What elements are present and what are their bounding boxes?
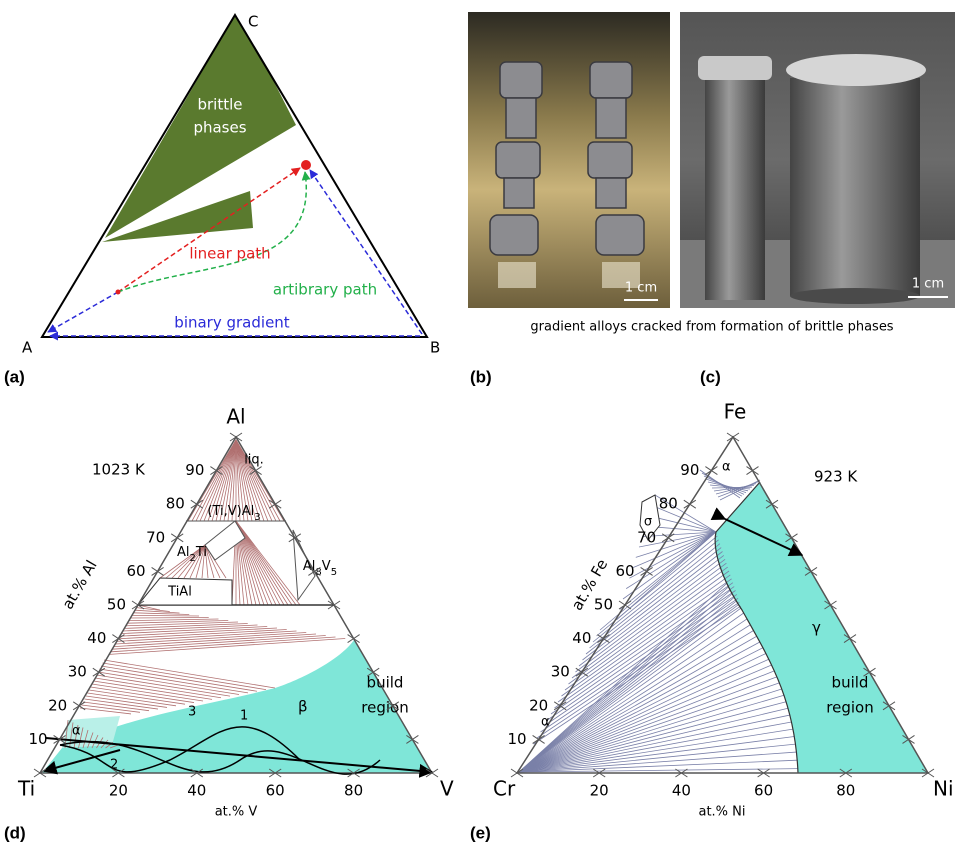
liquid-label: liq. [244, 453, 264, 468]
left-tick-label: 30 [551, 663, 570, 681]
path-label: linear path [189, 245, 270, 263]
vertex-label: V [440, 777, 454, 801]
panel-a: C brittle phases linear path artibrary p… [4, 13, 440, 387]
panel-e: Fe 923 K α α σ γ build region Cr Ni at.%… [470, 400, 954, 843]
left-tick-label: 10 [508, 730, 527, 748]
region-label: brittle [197, 96, 242, 114]
axis-label: at.% V [215, 805, 258, 820]
tick-mark [554, 702, 566, 710]
target-point [301, 160, 311, 170]
bottom-tick-label: 20 [109, 782, 128, 800]
left-tick-label: 90 [680, 461, 699, 479]
sample-base [790, 288, 920, 304]
bottom-tick-label: 60 [754, 782, 773, 800]
phase-label: TiAl [167, 585, 192, 600]
reflection [498, 262, 536, 288]
vertex-label: Cr [493, 777, 516, 801]
tick-mark [597, 635, 609, 643]
phase-label: β [298, 698, 308, 716]
sample-top [698, 56, 772, 80]
phase-label: Al2Ti [177, 545, 207, 564]
left-tick-label: 10 [29, 730, 48, 748]
temperature: 923 K [814, 468, 858, 486]
left-tick-label: 20 [48, 696, 67, 714]
binary-path [48, 292, 118, 332]
phase-label: α [541, 715, 550, 730]
left-tick-label: 50 [107, 596, 126, 614]
path-number: 1 [240, 709, 248, 724]
start-point [116, 290, 121, 295]
tick-mark [230, 433, 242, 441]
phase-label: α [722, 460, 731, 475]
temperature: 1023 K [92, 461, 146, 479]
left-tick-label: 80 [659, 495, 678, 513]
region-label: region [361, 699, 408, 717]
axis-label: at.% Ni [698, 805, 745, 820]
tick-mark [727, 433, 739, 441]
phase-label: σ [644, 515, 652, 530]
panel-label: (d) [4, 823, 26, 842]
left-tick-label: 40 [87, 629, 106, 647]
left-tick-label: 90 [185, 461, 204, 479]
left-tick-label: 70 [146, 528, 165, 546]
bottom-tick-label: 40 [672, 782, 691, 800]
bottom-tick-label: 80 [344, 782, 363, 800]
axis-label: at.% Al [58, 557, 100, 612]
left-tick-label: 80 [166, 495, 185, 513]
vertex-label: B [430, 339, 440, 357]
bottom-tick-label: 60 [266, 782, 285, 800]
left-tick-label: 40 [572, 629, 591, 647]
left-tick-label: 50 [594, 596, 613, 614]
panel-label: (e) [470, 823, 491, 842]
bottom-tick-label: 80 [836, 782, 855, 800]
binary-path [310, 170, 422, 334]
left-tick-label: 60 [616, 562, 635, 580]
region-label: region [826, 699, 873, 717]
tick-mark [576, 668, 588, 676]
left-tick-label: 20 [529, 696, 548, 714]
phase-label: α [72, 724, 81, 739]
bottom-tick-label: 20 [590, 782, 609, 800]
sample-top [786, 54, 926, 86]
path-label: binary gradient [174, 314, 290, 332]
tick-mark [705, 467, 717, 475]
bottom-tick-label: 40 [187, 782, 206, 800]
panel-d: Al liq. 1023 K (Ti,V)Al3 Al2Ti Al8V5 TiA… [4, 405, 454, 843]
panel-label: (a) [4, 367, 25, 386]
left-tick-label: 60 [127, 562, 146, 580]
panel-label: (b) [470, 367, 492, 386]
region-label: phases [193, 119, 246, 137]
vertex-label: Fe [724, 400, 747, 424]
build-region [715, 482, 928, 773]
left-tick-label: 70 [637, 528, 656, 546]
region-label: build [367, 674, 404, 692]
scale-label: 1 cm [625, 281, 657, 296]
tick-mark [684, 500, 696, 508]
tick-mark [73, 702, 85, 710]
vertex-label: A [22, 339, 33, 357]
path-label: artibrary path [273, 281, 377, 299]
vertex-label: Ti [17, 777, 35, 801]
tick-mark [171, 534, 183, 542]
vertex-label: C [248, 13, 258, 31]
figure: C brittle phases linear path artibrary p… [0, 0, 957, 848]
vertex-label: Ni [933, 777, 954, 801]
sample-square [705, 68, 765, 300]
tick-mark [152, 567, 164, 575]
phase-label: γ [812, 619, 821, 637]
vertex-label: Al [226, 405, 245, 429]
sample-cylinder [790, 78, 920, 296]
left-tick-label: 30 [68, 663, 87, 681]
caption: gradient alloys cracked from formation o… [530, 320, 893, 335]
phase-label: (Ti,V)Al3 [207, 504, 260, 523]
path-number: 3 [188, 705, 196, 720]
panel-label: (c) [700, 367, 721, 386]
tick-mark [747, 467, 759, 475]
scale-label: 1 cm [912, 277, 944, 292]
region-label: build [832, 674, 869, 692]
